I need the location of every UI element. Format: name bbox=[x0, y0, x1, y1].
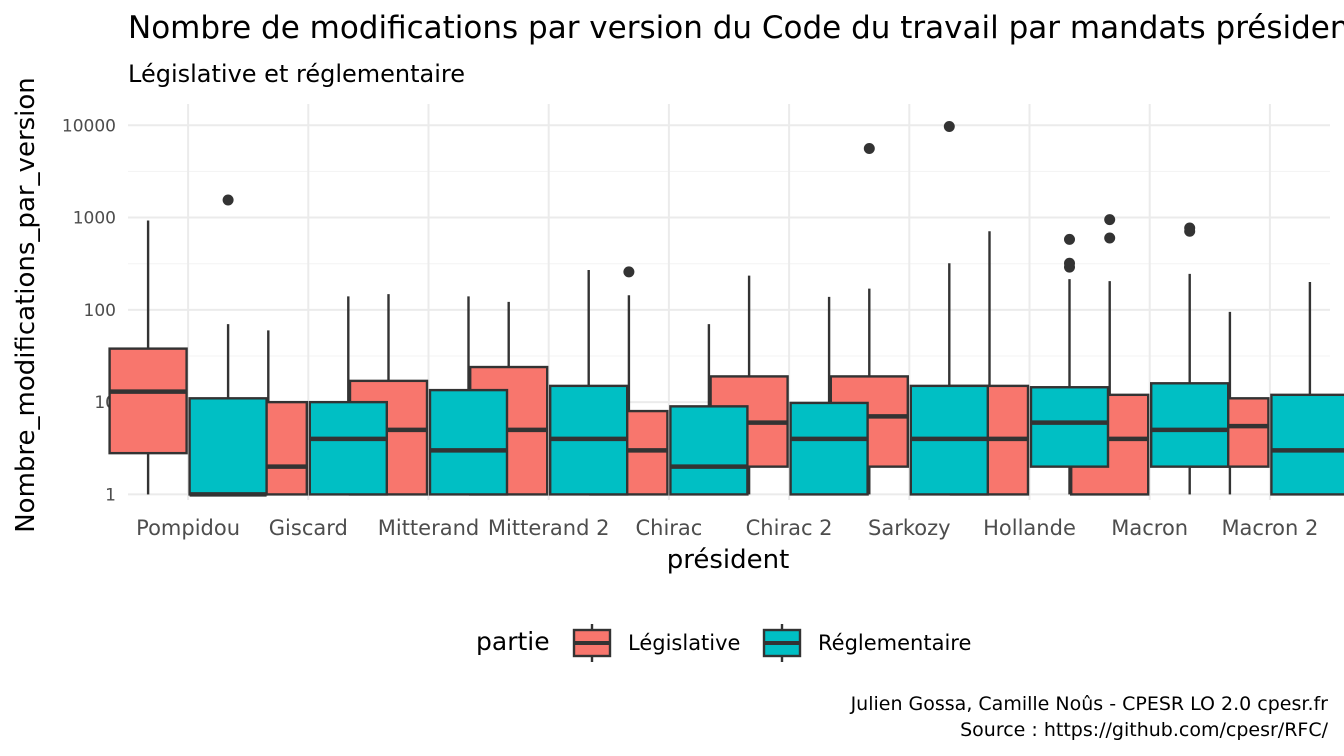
outlier-point bbox=[1104, 214, 1116, 226]
chart-subtitle: Législative et réglementaire bbox=[128, 60, 465, 88]
legend-item-réglementaire: Réglementaire bbox=[762, 624, 971, 662]
box-réglementaire-pompidou bbox=[188, 194, 268, 497]
y-tick-label: 1000 bbox=[73, 209, 116, 229]
box-réglementaire-macron-2 bbox=[1270, 282, 1344, 496]
outlier-point bbox=[943, 120, 955, 132]
box-réglementaire-macron bbox=[1149, 222, 1230, 495]
x-tick-label: Macron 2 bbox=[1221, 516, 1318, 540]
outlier-point bbox=[222, 194, 234, 206]
box-réglementaire-hollande bbox=[1029, 233, 1110, 495]
legend-item-législative: Législative bbox=[572, 624, 740, 662]
x-tick-label: Giscard bbox=[269, 516, 348, 540]
x-tick-label: Sarkozy bbox=[868, 516, 951, 540]
box-réglementaire-chirac bbox=[669, 324, 749, 496]
box-réglementaire-sarkozy bbox=[909, 120, 989, 496]
x-tick-label: Mitterand 2 bbox=[488, 516, 610, 540]
x-tick-label: Macron bbox=[1111, 516, 1188, 540]
box-body bbox=[428, 388, 509, 496]
box-body bbox=[108, 347, 188, 455]
y-tick-label: 100 bbox=[84, 301, 116, 321]
box-body bbox=[1149, 382, 1230, 468]
box-réglementaire-mitterand bbox=[428, 296, 509, 496]
outlier-point bbox=[1104, 232, 1116, 244]
y-axis-title: Nombre_modifications_par_version bbox=[11, 77, 41, 533]
chart-title: Nombre de modifications par version du C… bbox=[128, 10, 1344, 46]
outlier-point bbox=[1064, 233, 1075, 245]
x-tick-label: Mitterand bbox=[378, 516, 479, 540]
outlier-point bbox=[1064, 257, 1075, 269]
legend-title: partie bbox=[476, 627, 550, 656]
caption-credits: Julien Gossa, Camille Noûs - CPESR LO 2.… bbox=[850, 693, 1329, 715]
x-tick-label: Pompidou bbox=[136, 516, 240, 540]
box-body bbox=[308, 400, 388, 496]
y-tick-label: 1 bbox=[105, 485, 116, 505]
outlier-point bbox=[623, 266, 635, 278]
legend-label: Réglementaire bbox=[818, 631, 971, 655]
x-axis-ticks: Pompidou Giscard Mitterand Mitterand 2 Chira… bbox=[136, 516, 1318, 540]
y-tick-label: 10000 bbox=[62, 116, 116, 136]
caption-source: Source : https://github.com/cpesr/RFC/ bbox=[960, 719, 1329, 741]
box-body bbox=[1270, 393, 1344, 496]
box-réglementaire-chirac-2 bbox=[789, 296, 869, 496]
x-tick-label: Hollande bbox=[983, 516, 1076, 540]
legend-label: Législative bbox=[628, 631, 740, 655]
box-body bbox=[188, 397, 268, 496]
x-tick-label: Chirac bbox=[635, 516, 702, 540]
legend: partie Législative Réglementaire bbox=[476, 624, 971, 662]
box-body bbox=[789, 401, 869, 496]
x-axis-title: président bbox=[667, 545, 790, 575]
box-réglementaire-giscard bbox=[308, 296, 388, 496]
box-body bbox=[1029, 386, 1110, 468]
outlier-point bbox=[863, 143, 875, 155]
outlier-point bbox=[1184, 222, 1196, 234]
boxes bbox=[108, 120, 1344, 497]
box-réglementaire-mitterand-2 bbox=[549, 270, 629, 496]
box-body bbox=[669, 405, 749, 496]
x-tick-label: Chirac 2 bbox=[746, 516, 833, 540]
box-législative-pompidou bbox=[108, 220, 188, 495]
